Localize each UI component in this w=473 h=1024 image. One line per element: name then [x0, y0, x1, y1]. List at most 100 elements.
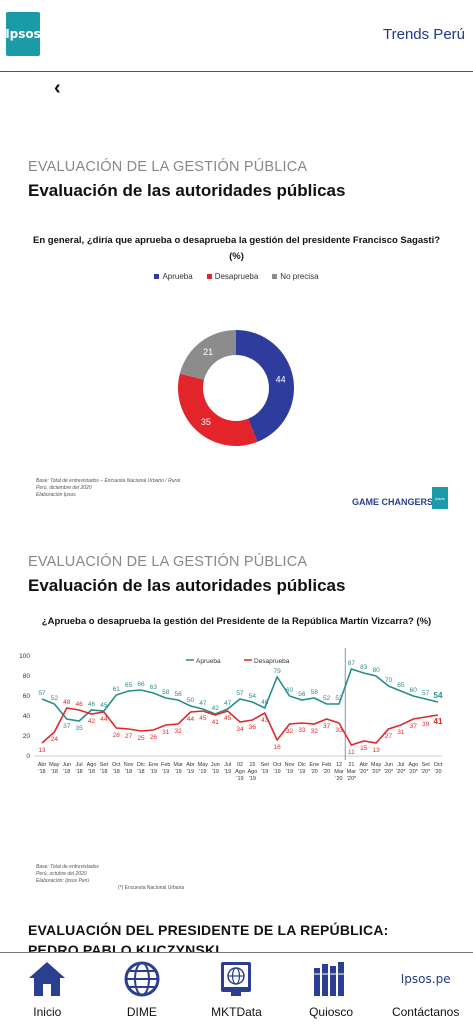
x-tick-label: '19	[224, 769, 231, 775]
legend-item: No precisa	[272, 272, 319, 281]
x-tick-label: Set	[421, 762, 430, 768]
data-label: 25	[137, 735, 145, 742]
x-tick-label: Ago	[247, 769, 257, 775]
x-tick-label: '18	[100, 769, 107, 775]
nav-quiosco[interactable]: Quiosco	[284, 953, 378, 1024]
ipsos-logo[interactable]: Ipsos	[5, 12, 41, 56]
back-chevron-icon[interactable]: ‹	[54, 77, 61, 99]
game-changers-label: GAME CHANGERS	[352, 497, 434, 507]
x-tick-label: Ene	[309, 762, 319, 768]
data-label: 42	[212, 705, 220, 712]
nav-mktdata[interactable]: MKTData	[189, 953, 283, 1024]
x-tick-label: '19	[261, 769, 268, 775]
donut-chart: 44 35 21	[178, 330, 294, 446]
data-label: 45	[100, 702, 108, 709]
ipsos-pe-logo: Ipsos.pe	[400, 972, 451, 986]
x-tick-label: '20	[323, 769, 330, 775]
data-label: 87	[348, 660, 356, 667]
x-tick-label: '18	[113, 769, 120, 775]
data-label: 70	[385, 677, 393, 684]
data-label: 56	[175, 691, 183, 698]
data-label: 60	[286, 687, 294, 694]
x-tick-label: Jul	[76, 762, 83, 768]
x-tick-label: '20*	[347, 776, 357, 782]
x-tick-label: Ago	[408, 762, 418, 768]
pie-slice-label: 44	[276, 374, 286, 384]
data-label: 66	[137, 681, 145, 688]
slide-eyebrow: EVALUACIÓN DE LA GESTIÓN PÚBLICA	[28, 554, 308, 570]
data-label: 32	[286, 728, 294, 735]
line-chart: ApruebaDesaprueba020406080100Declaración…	[19, 648, 443, 782]
x-tick-label: May	[49, 762, 60, 768]
data-label: 57	[236, 690, 244, 697]
x-tick-label: Oct	[434, 762, 443, 768]
x-tick-label: '19	[236, 776, 243, 782]
books-icon	[311, 959, 351, 999]
x-tick-label: Set	[100, 762, 109, 768]
legend-label: Aprueba	[196, 658, 221, 665]
data-label: 57	[38, 690, 46, 697]
x-tick-label: '20*	[384, 769, 394, 775]
nav-contactanos[interactable]: Ipsos.pe Contáctanos	[379, 953, 473, 1024]
pie-slice	[178, 373, 258, 446]
x-tick-label: '19	[298, 769, 305, 775]
x-tick-label: '20*	[421, 769, 431, 775]
data-label: 54	[249, 693, 257, 700]
slide-eyebrow: EVALUACIÓN DE LA GESTIÓN PÚBLICA	[28, 159, 308, 175]
data-label: 65	[397, 682, 405, 689]
data-label: 58	[162, 689, 170, 696]
data-label: 58	[311, 689, 319, 696]
data-label: 27	[385, 733, 393, 740]
x-tick-label: 21	[348, 762, 354, 768]
data-label: 13	[373, 747, 381, 754]
x-tick-label: Jul	[397, 762, 404, 768]
article-content: EVALUACIÓN DE LA GESTIÓN PÚBLICA Evaluac…	[0, 100, 473, 952]
x-tick-label: '18	[51, 769, 58, 775]
x-tick-label: May	[198, 762, 209, 768]
x-tick-label: Ago	[87, 762, 97, 768]
x-tick-label: Oct	[112, 762, 121, 768]
x-tick-label: Mar	[347, 769, 357, 775]
x-tick-label: '18	[137, 769, 144, 775]
x-tick-label: '19	[162, 769, 169, 775]
x-tick-label: '18	[38, 769, 45, 775]
data-label: 46	[76, 701, 84, 708]
app-header: Ipsos Trends Perú	[0, 0, 473, 72]
pie-slice	[179, 330, 236, 380]
data-label: 57	[422, 690, 430, 697]
x-tick-label: '20*	[396, 769, 406, 775]
x-tick-label: '20	[311, 769, 318, 775]
x-tick-label: '19	[212, 769, 219, 775]
data-label: 79	[274, 668, 282, 675]
data-label: 63	[150, 684, 158, 691]
x-tick-label: Ene	[148, 762, 158, 768]
data-label: 11	[348, 749, 355, 756]
data-label: 33	[335, 727, 343, 734]
x-tick-label: Nov	[285, 762, 295, 768]
legend-item: Desaprueba	[206, 272, 258, 281]
y-tick-label: 40	[23, 713, 31, 720]
data-label: 61	[113, 686, 121, 693]
pie-legend: Aprueba Desaprueba No precisa	[0, 272, 473, 281]
x-tick-label: 15	[249, 762, 255, 768]
y-tick-label: 0	[26, 753, 30, 760]
data-label: 39	[422, 721, 430, 728]
slide-title: Evaluación de las autoridades públicas	[28, 576, 346, 595]
x-tick-label: Mar	[173, 762, 183, 768]
chart-question: ¿Aprueba o desaprueba la gestión del Pre…	[41, 616, 432, 627]
nav-inicio[interactable]: Inicio	[0, 953, 94, 1024]
y-tick-label: 60	[23, 693, 31, 700]
data-label: 45	[224, 715, 232, 722]
data-label: 45	[199, 715, 207, 722]
pie-slice	[236, 330, 294, 442]
nav-dime[interactable]: DIME	[95, 953, 189, 1024]
data-label: 31	[162, 729, 170, 736]
x-tick-label: Feb	[161, 762, 170, 768]
x-tick-label: Jun	[62, 762, 71, 768]
data-label: 31	[397, 729, 405, 736]
slide-vizcarra: EVALUACIÓN DE LA GESTIÓN PÚBLICA Evaluac…	[0, 548, 473, 908]
x-tick-label: Jun	[211, 762, 220, 768]
x-tick-label: '19	[199, 769, 206, 775]
data-label: 37	[323, 723, 331, 730]
x-tick-label: Abr	[359, 762, 368, 768]
